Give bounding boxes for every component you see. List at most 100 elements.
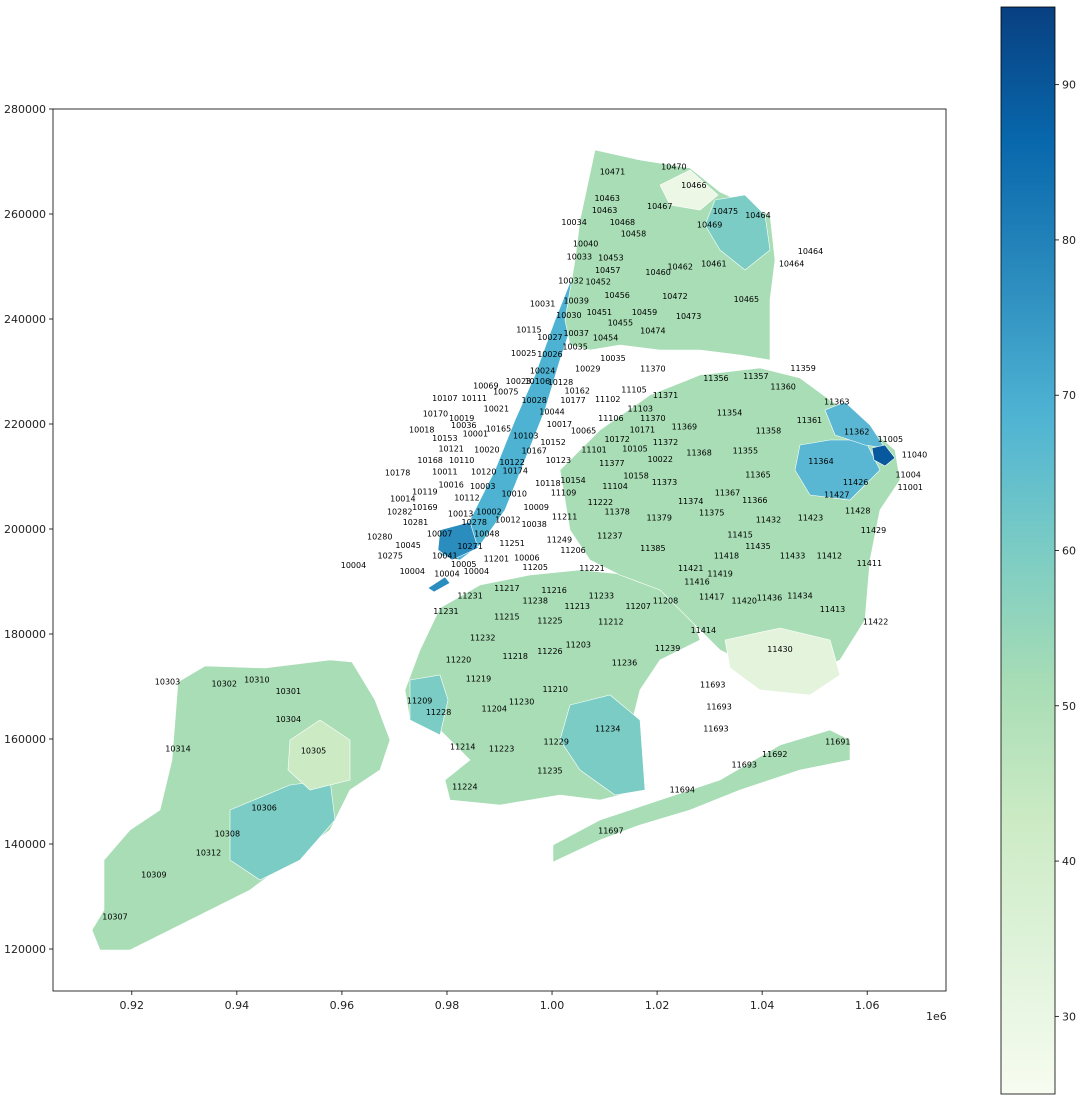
region-label: 10271 — [457, 542, 482, 551]
region-label: 10007 — [427, 529, 452, 538]
x-tick-label: 1.04 — [750, 999, 775, 1012]
region-label: 10308 — [215, 830, 240, 839]
region-label: 10111 — [462, 394, 487, 403]
region-label: 10278 — [462, 518, 487, 527]
region-label: 11237 — [597, 531, 622, 540]
region-label: 11231 — [433, 607, 458, 616]
region-label: 10466 — [681, 181, 706, 190]
region-label: 11432 — [756, 516, 781, 525]
region-label: 10178 — [385, 468, 410, 477]
region-label: 11212 — [598, 618, 623, 627]
region-label: 10035 — [562, 342, 587, 351]
region-label: 11430 — [767, 645, 792, 654]
region-label: 10301 — [276, 687, 301, 696]
x-tick-label: 1.06 — [855, 999, 880, 1012]
region-label: 11371 — [653, 391, 678, 400]
region-label: 10107 — [432, 394, 457, 403]
region-label: 11249 — [547, 536, 572, 545]
region-label: 10459 — [632, 308, 657, 317]
region-label: 10123 — [546, 456, 571, 465]
region-label: 10314 — [165, 745, 190, 754]
region-label: 11693 — [700, 681, 725, 690]
region-label: 10281 — [403, 518, 428, 527]
region-label: 10022 — [648, 455, 673, 464]
region-label: 10464 — [745, 211, 770, 220]
y-tick-label: 160000 — [4, 733, 46, 746]
region-label: 11426 — [843, 478, 868, 487]
region-label: 11427 — [824, 491, 849, 500]
region-label: 11367 — [715, 488, 740, 497]
region-label: 11355 — [733, 446, 758, 455]
region-label: 11421 — [678, 564, 703, 573]
region-label: 10112 — [454, 494, 479, 503]
region-label: 10025 — [511, 349, 536, 358]
region-label: 11362 — [844, 428, 869, 437]
region-label: 10021 — [484, 404, 509, 413]
region-label: 10154 — [560, 476, 585, 485]
plot-area: 10470 10471 10466 10463 10463 10467 10475 10464… — [52, 108, 947, 992]
region-label: 10475 — [713, 207, 738, 216]
region-label: 10165 — [486, 424, 511, 433]
region-label: 10119 — [412, 487, 437, 496]
region-label: 11368 — [686, 449, 711, 458]
plot-frame — [52, 108, 947, 992]
region-label: 11239 — [655, 644, 680, 653]
region-label: 10017 — [547, 420, 572, 429]
region-label: 10002 — [476, 507, 501, 516]
colorbar-tick-label: 80 — [1062, 234, 1076, 247]
region-label: 11101 — [581, 445, 606, 454]
region-label: 11374 — [678, 497, 703, 506]
region-label: 11231 — [457, 591, 482, 600]
region-label: 10312 — [196, 849, 221, 858]
region-label: 11428 — [845, 506, 870, 515]
region-label: 11691 — [825, 737, 850, 746]
region-label: 11225 — [537, 617, 562, 626]
x-tick-label: 0.98 — [435, 999, 460, 1012]
region-label: 10004 — [464, 567, 489, 576]
region-jamaica-bay — [724, 627, 841, 696]
region-label: 10167 — [521, 446, 546, 455]
region-label: 10001 — [463, 430, 488, 439]
region-label: 11411 — [857, 559, 882, 568]
region-label: 11692 — [762, 750, 787, 759]
region-label: 10011 — [432, 467, 457, 476]
region-label: 10467 — [647, 202, 672, 211]
region-label: 10158 — [623, 472, 648, 481]
region-label: 10010 — [501, 489, 526, 498]
region-label: 11221 — [579, 564, 604, 573]
region-label: 10282 — [387, 507, 412, 516]
region-label: 10023 — [506, 377, 531, 386]
region-label: 11435 — [745, 542, 770, 551]
region-label: 11214 — [450, 743, 475, 752]
region-label: 10162 — [565, 387, 590, 396]
region-label: 10110 — [449, 456, 474, 465]
region-staten-south — [229, 779, 336, 881]
region-label: 10033 — [567, 253, 592, 262]
region-label: 10004 — [400, 567, 425, 576]
region-label: 11217 — [494, 584, 519, 593]
colorbar-tick-label: 70 — [1062, 389, 1076, 402]
region-label: 11363 — [824, 398, 849, 407]
region-label: 11436 — [757, 593, 782, 602]
region-label: 10039 — [563, 296, 588, 305]
x-tick-label: 0.96 — [330, 999, 355, 1012]
region-label: 11434 — [787, 591, 812, 600]
region-label: 10004 — [341, 561, 366, 570]
region-label: 11361 — [797, 416, 822, 425]
x-axis: 0.92 0.94 0.96 0.98 1.00 1.02 1.04 1.06 — [120, 991, 880, 1012]
region-label: 10168 — [417, 456, 442, 465]
region-labels: 10470 10471 10466 10463 10463 10467 10475 10464… — [102, 162, 927, 921]
region-label: 11229 — [544, 737, 569, 746]
region-label: 10041 — [432, 551, 457, 560]
x-tick-label: 0.92 — [120, 999, 145, 1012]
region-label: 10471 — [600, 168, 625, 177]
region-label: 11360 — [770, 382, 795, 391]
region-label: 11216 — [541, 586, 566, 595]
region-label: 10169 — [412, 503, 437, 512]
region-label: 10305 — [301, 747, 326, 756]
region-label: 10473 — [676, 312, 701, 321]
region-label: 11204 — [482, 705, 507, 714]
region-brooklyn-southeast — [559, 694, 646, 796]
region-label: 10115 — [516, 326, 541, 335]
